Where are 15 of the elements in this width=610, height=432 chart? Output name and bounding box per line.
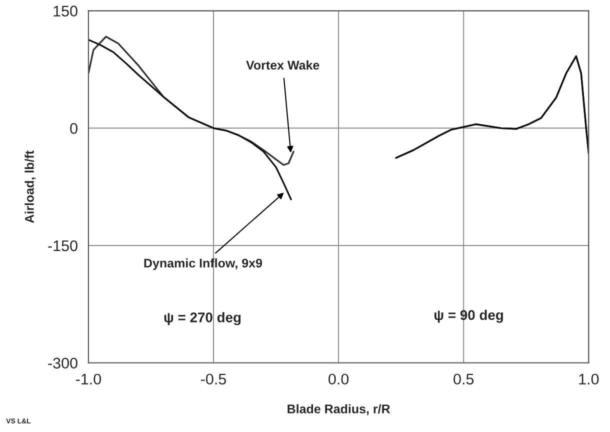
x-tick-label: 1.0: [579, 374, 599, 385]
x-tick-label: -0.5: [201, 374, 226, 385]
annotation: Vortex Wake: [246, 60, 320, 70]
annotation: ψ = 270 deg: [164, 312, 241, 326]
y-axis-title: Airload, lb/ft: [24, 150, 36, 223]
annotation: Dynamic Inflow, 9x9: [144, 258, 262, 270]
x-tick-label: 0.0: [328, 374, 349, 385]
annotation: ψ = 90 deg: [434, 310, 503, 323]
x-tick-label: -1.0: [76, 374, 102, 385]
x-tick-label: 0.5: [454, 374, 474, 385]
y-tick-label: -300: [48, 358, 78, 369]
y-tick-label: -150: [48, 240, 78, 252]
y-tick-label: 150: [54, 6, 78, 16]
x-axis-title: Blade Radius, r/R: [288, 404, 390, 416]
y-tick-label: 0: [70, 123, 78, 134]
